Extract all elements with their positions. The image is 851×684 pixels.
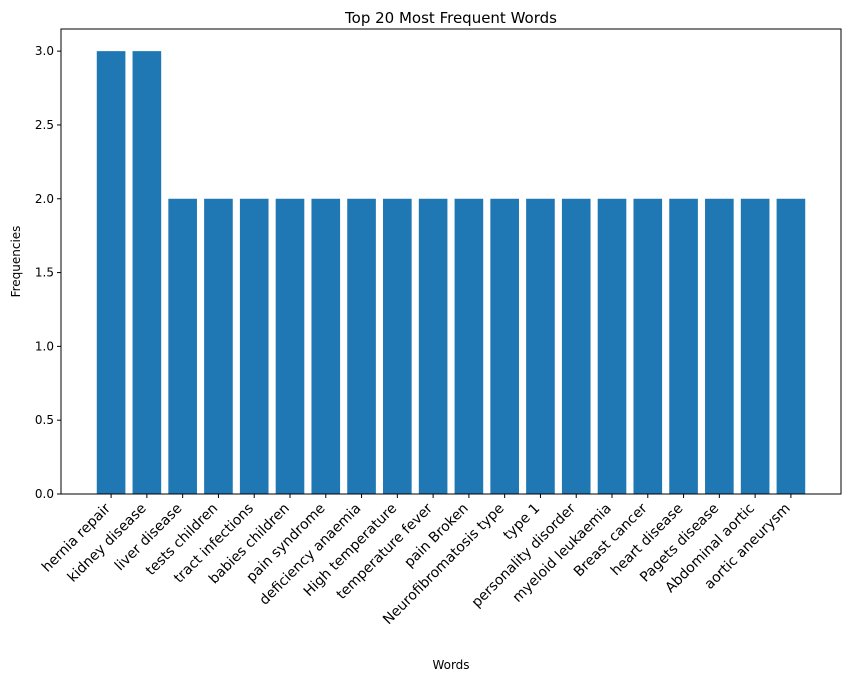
bar-9 [383, 198, 412, 494]
y-tick-label: 1.5 [35, 266, 54, 280]
bar-17 [669, 198, 698, 494]
bar-15 [597, 198, 627, 494]
bar-18 [705, 198, 734, 494]
y-tick-label: 2.5 [35, 118, 54, 132]
y-tick-label: 0.5 [35, 413, 54, 427]
bar-16 [633, 198, 663, 494]
y-tick-label: 1.0 [35, 339, 54, 353]
y-axis: 0.0 0.5 1.0 1.5 2.0 2.5 3.0 [35, 44, 61, 501]
bar-3 [168, 198, 197, 494]
x-axis-label: Words [432, 658, 469, 672]
bar-19 [740, 198, 770, 494]
bar-11 [454, 198, 484, 494]
bar-7 [311, 198, 341, 494]
y-tick-label: 2.0 [35, 192, 54, 206]
y-axis-label: Frequencies [9, 226, 23, 298]
bar-4 [204, 198, 233, 494]
bar-2 [132, 51, 162, 495]
bar-5 [239, 198, 269, 494]
y-tick-label: 3.0 [35, 44, 54, 58]
bar-20 [776, 198, 806, 494]
chart-title: Top 20 Most Frequent Words [344, 9, 557, 27]
bar-1 [96, 51, 126, 495]
bar-13 [526, 198, 555, 494]
bar-8 [347, 198, 376, 494]
bar-14 [561, 198, 591, 494]
bars-group [96, 51, 806, 495]
bar-6 [275, 198, 305, 494]
bar-10 [418, 198, 448, 494]
bar-12 [490, 198, 519, 494]
y-tick-label: 0.0 [35, 487, 54, 501]
plot-frame [60, 28, 842, 495]
